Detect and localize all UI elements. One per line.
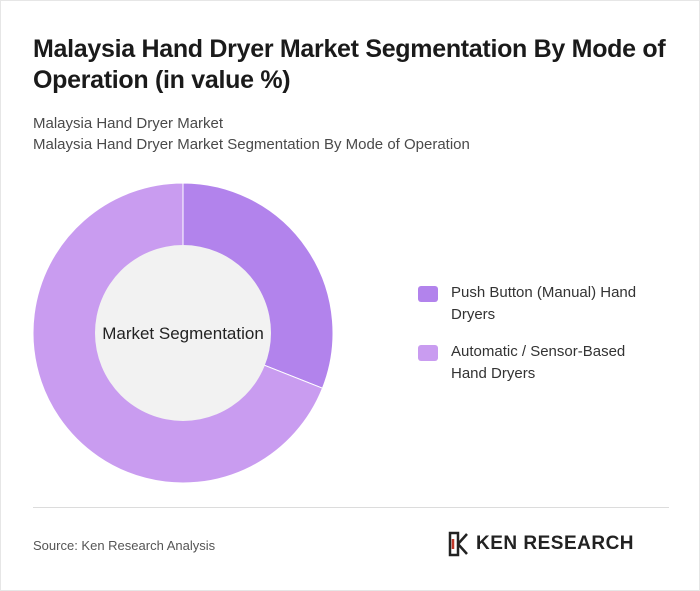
ken-research-logo: KEN RESEARCH xyxy=(448,531,634,557)
chart-title: Malaysia Hand Dryer Market Segmentation … xyxy=(33,35,666,94)
chart-subtitle-segmentation: Malaysia Hand Dryer Market Segmentation … xyxy=(33,136,470,153)
legend-swatch-automatic xyxy=(418,345,438,361)
chart-legend: Push Button (Manual) Hand Dryers Automat… xyxy=(418,282,678,400)
chart-subtitle-market: Malaysia Hand Dryer Market xyxy=(33,115,224,132)
legend-item-automatic[interactable]: Automatic / Sensor-Based Hand Dryers xyxy=(418,341,678,385)
donut-center xyxy=(95,245,271,421)
source-note: Source: Ken Research Analysis xyxy=(33,538,216,553)
legend-label-push-button: Push Button (Manual) Hand Dryers xyxy=(451,284,637,323)
ken-research-logo-icon xyxy=(448,531,468,557)
donut-center-label: Market Segmentation xyxy=(102,324,264,343)
legend-item-push-button[interactable]: Push Button (Manual) Hand Dryers xyxy=(418,282,678,326)
legend-swatch-push-button xyxy=(418,286,438,302)
ken-research-logo-text: KEN RESEARCH xyxy=(476,533,635,554)
legend-label-automatic: Automatic / Sensor-Based Hand Dryers xyxy=(451,343,626,382)
donut-chart: Market Segmentation xyxy=(32,182,334,484)
footer-divider xyxy=(33,507,669,508)
